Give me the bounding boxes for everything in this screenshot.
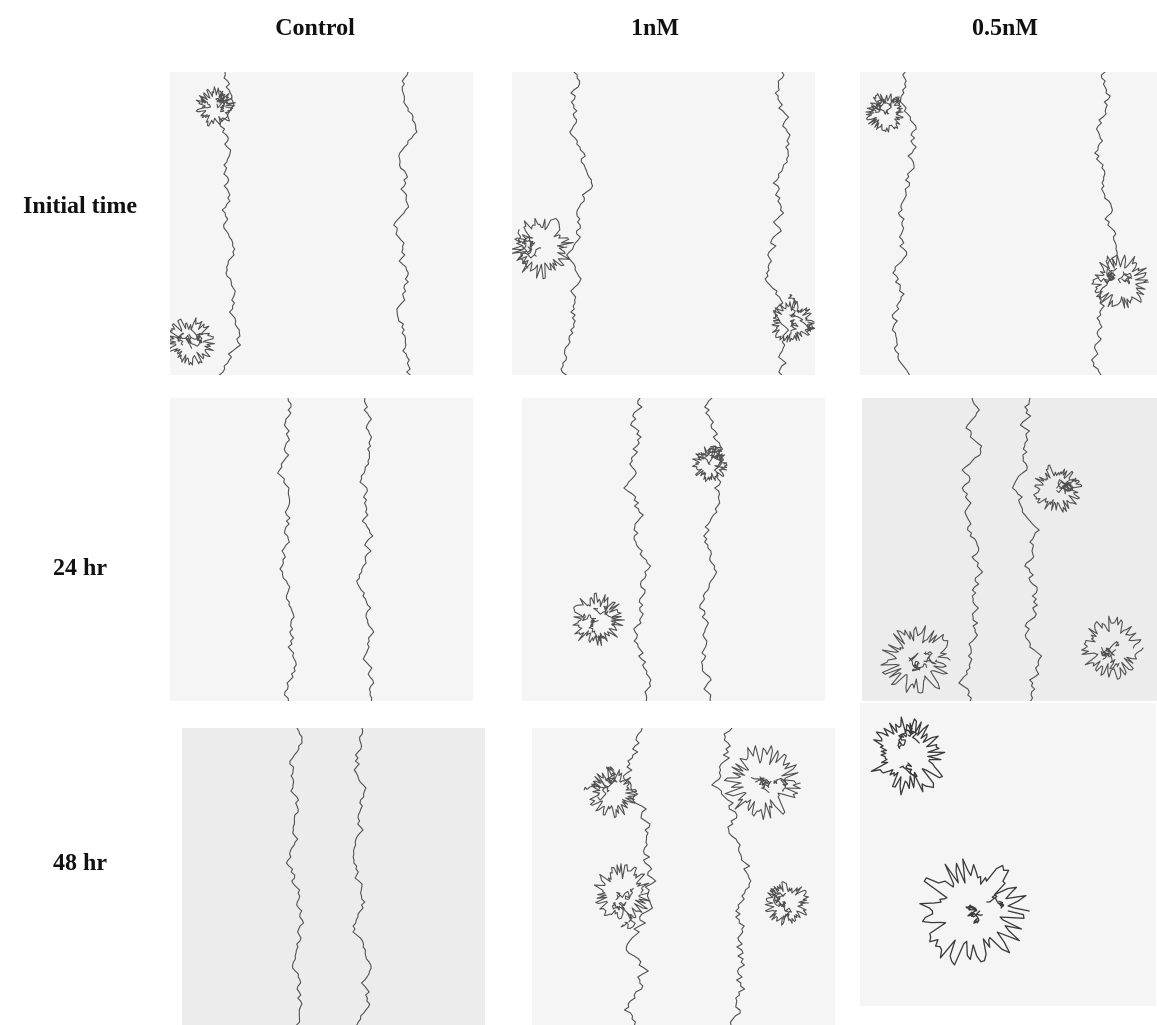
wound-edge-trace (285, 728, 372, 1025)
wound-edge-trace (277, 398, 375, 701)
image-48hr-control (182, 728, 485, 1025)
image-24hr-1nm (522, 398, 825, 701)
wound-edge-trace (170, 72, 418, 375)
row-header-initial-time: Initial time (23, 193, 137, 219)
image-initial-1nm (512, 72, 815, 375)
row-header-24hr: 24 hr (53, 555, 107, 581)
image-24hr-control (170, 398, 473, 701)
wound-edge-trace (572, 398, 728, 701)
image-initial-0-5nm (860, 72, 1157, 375)
column-header-1nm: 1nM (631, 15, 679, 41)
wound-edge-trace (870, 716, 1030, 966)
wound-edge-trace (512, 72, 815, 375)
wound-edge-trace (583, 728, 809, 1025)
wound-edge-trace (865, 72, 1149, 375)
image-48hr-1nm (532, 728, 835, 1025)
image-initial-control (170, 72, 473, 375)
column-header-0-5nm: 0.5nM (972, 15, 1038, 41)
image-48hr-0-5nm (860, 703, 1156, 1006)
column-header-control: Control (275, 15, 355, 41)
wound-edge-trace (880, 398, 1144, 701)
image-24hr-0-5nm (862, 398, 1157, 701)
row-header-48hr: 48 hr (53, 850, 107, 876)
